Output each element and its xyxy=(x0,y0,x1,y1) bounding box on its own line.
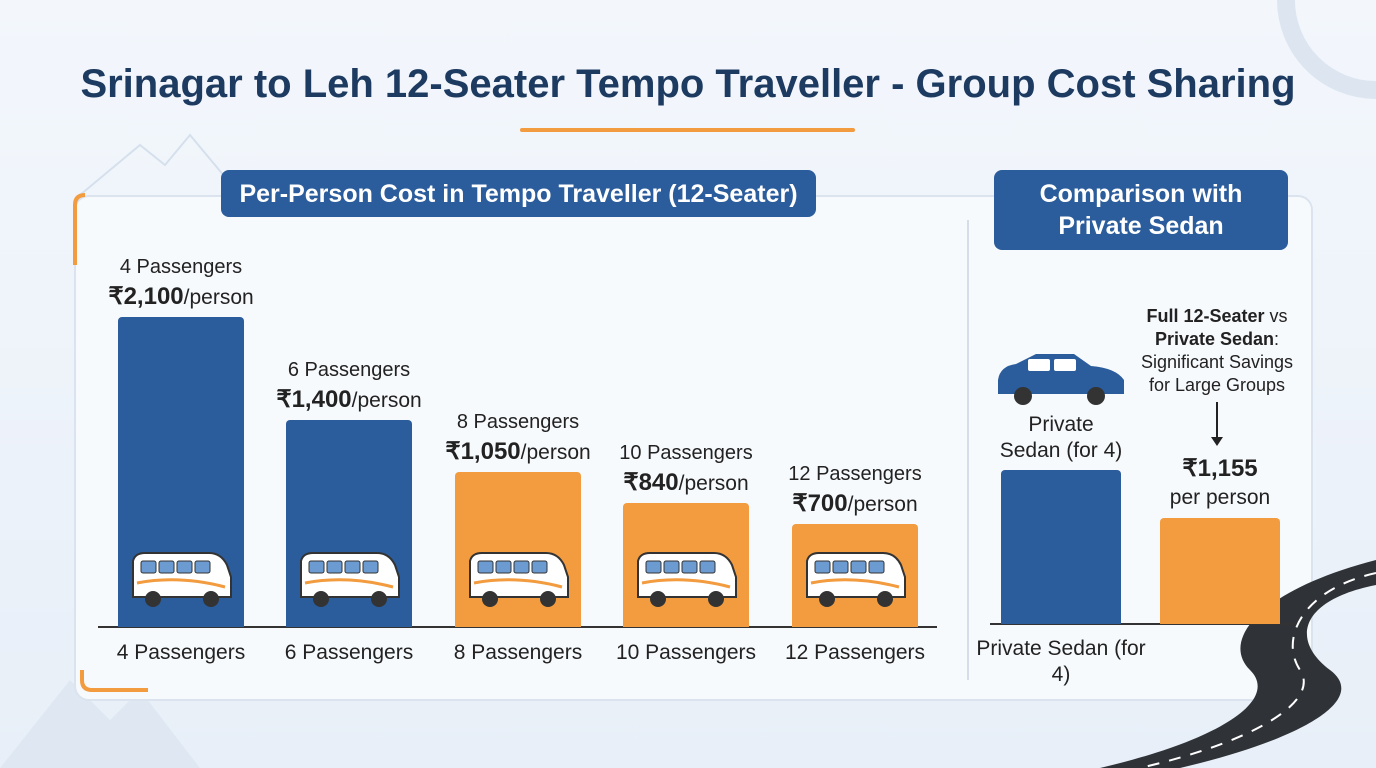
annotation-line: Private Sedan: xyxy=(1127,328,1307,351)
x-tick-label: 10 Passengers xyxy=(615,641,757,664)
bar-category-label: Private Sedan (for 4) xyxy=(999,413,1123,462)
van-icon xyxy=(132,552,232,607)
value-amount: ₹700 xyxy=(792,489,848,517)
value-amount: ₹2,100 xyxy=(108,283,184,310)
data-label: 8 Passengers ₹1,050/person xyxy=(428,409,608,466)
data-label: 12 Passengers ₹700/person xyxy=(765,461,945,518)
arrow xyxy=(1216,402,1218,440)
annotation-text: Private Sedan xyxy=(1154,329,1275,349)
x-tick-label: 6 Passengers xyxy=(284,641,414,664)
annotation-text: for Large Groups xyxy=(1148,375,1286,395)
value-amount: ₹1,155 xyxy=(1182,455,1258,483)
axis-line xyxy=(990,623,1296,625)
value-amount: ₹1,400 xyxy=(276,386,352,414)
annotation: Full 12-Seater vs Private Sedan: Significa… xyxy=(1127,305,1307,397)
value-label: ₹1,155 per person xyxy=(1130,455,1310,512)
chart-title: Per-Person Cost in Tempo Traveller (12-S… xyxy=(221,170,816,217)
data-label: ₹1,155 per person xyxy=(1130,455,1310,512)
value-label: ₹1,050/person xyxy=(428,439,608,466)
x-tick-label: 4 Passengers xyxy=(116,641,246,664)
bar-category-label: 12 Passengers xyxy=(788,462,922,485)
annotation-text: vs xyxy=(1264,306,1288,326)
value-label: ₹840/person xyxy=(596,470,776,497)
data-label: 6 Passengers ₹1,400/person xyxy=(259,357,439,414)
annotation-line: Significant Savings xyxy=(1127,351,1307,374)
data-label: Private Sedan (for 4) xyxy=(971,412,1151,464)
bar xyxy=(118,317,244,627)
bar-category-label: 6 Passengers xyxy=(287,359,411,382)
van-icon xyxy=(806,551,906,607)
annotation-text: Significant Savings xyxy=(1140,352,1294,372)
bar xyxy=(792,523,918,627)
arrow-head xyxy=(1211,437,1223,446)
bar-category-label: 4 Passengers xyxy=(119,256,243,278)
axis-line xyxy=(98,626,937,628)
data-label: 4 Passengers ₹2,100/person xyxy=(91,254,271,311)
value-label: ₹700/person xyxy=(765,489,945,518)
annotation-text: Full 12-Seater xyxy=(1146,306,1265,326)
value-unit: /person xyxy=(678,472,749,495)
chart-title: Comparison with Private Sedan xyxy=(994,170,1288,250)
annotation-line: Full 12-Seater vs xyxy=(1127,305,1307,328)
bar-category-label: 8 Passengers xyxy=(456,411,580,433)
van-icon xyxy=(637,552,737,607)
value-label: ₹1,400/person xyxy=(259,387,439,414)
bar-category-label: 10 Passengers xyxy=(619,442,753,464)
bar xyxy=(455,472,581,627)
value-amount: ₹1,050 xyxy=(445,438,521,465)
value-unit: /person xyxy=(847,492,918,516)
x-tick-label: 8 Passengers xyxy=(453,641,583,664)
value-unit: /person xyxy=(183,286,254,309)
value-unit: per person xyxy=(1169,486,1271,510)
van-icon xyxy=(469,552,569,607)
bar xyxy=(1160,518,1280,624)
annotation-text: : xyxy=(1274,329,1280,349)
bar xyxy=(1001,470,1121,624)
annotation-line: for Large Groups xyxy=(1127,374,1307,397)
page-title: Srinagar to Leh 12-Seater Tempo Travelle… xyxy=(80,62,1296,106)
value-unit: /person xyxy=(351,389,422,413)
value-amount: ₹840 xyxy=(623,469,679,496)
value-unit: /person xyxy=(520,441,591,464)
van-icon xyxy=(300,551,400,607)
data-label: 10 Passengers ₹840/person xyxy=(596,440,776,497)
bar xyxy=(286,420,412,627)
x-tick-label: 12 Passengers xyxy=(784,641,926,664)
bar xyxy=(623,503,749,627)
value-label: ₹2,100/person xyxy=(91,284,271,311)
x-tick-label: Private Sedan (for 4) xyxy=(976,637,1146,686)
